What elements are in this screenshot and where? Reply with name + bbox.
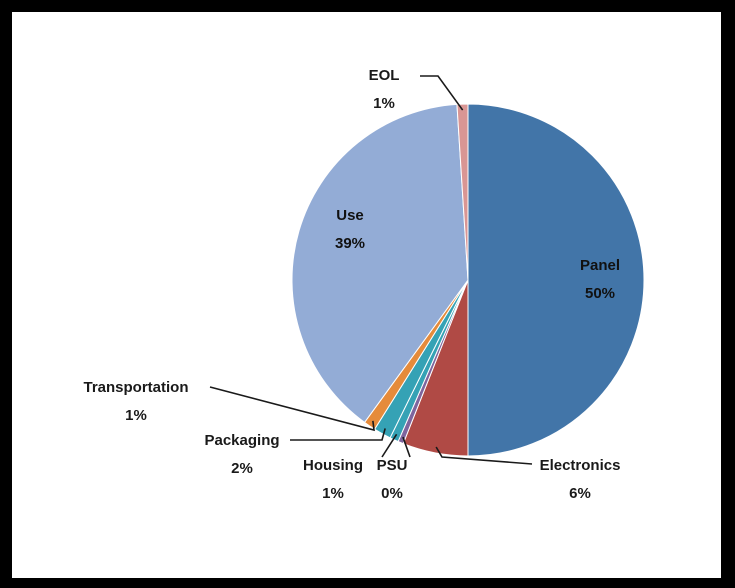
leader-line-transportation <box>209 386 375 432</box>
slice-label-packaging: Packaging <box>204 432 279 449</box>
slice-value-packaging: 2% <box>231 460 253 477</box>
slice-value-panel: 50% <box>585 285 615 302</box>
slice-value-housing: 1% <box>322 485 344 502</box>
leader-line-electronics <box>435 446 533 465</box>
slice-label-electronics: Electronics <box>540 457 621 474</box>
pie-slice-eol <box>456 103 469 281</box>
leader-lines <box>209 75 533 465</box>
slice-label-panel: Panel <box>580 257 620 274</box>
label-use: Use 39% <box>335 207 365 252</box>
slice-label-eol: EOL <box>369 67 400 84</box>
slice-value-electronics: 6% <box>569 485 591 502</box>
pie-slice-use <box>291 103 469 424</box>
slice-value-use: 39% <box>335 235 365 252</box>
pie-slice-panel <box>467 103 645 457</box>
slice-label-use: Use <box>336 207 364 224</box>
slice-value-eol: 1% <box>373 95 395 112</box>
label-eol: EOL 1% <box>369 67 400 112</box>
label-panel: Panel 50% <box>580 257 620 302</box>
slice-value-transportation: 1% <box>125 407 147 424</box>
slice-label-psu: PSU <box>377 457 408 474</box>
slice-label-transportation: Transportation <box>83 379 188 396</box>
slice-value-psu: 0% <box>381 485 403 502</box>
label-packaging: Packaging 2% <box>204 432 279 477</box>
leader-line-housing <box>381 433 398 458</box>
leader-line-eol <box>420 75 464 111</box>
slice-label-housing: Housing <box>303 457 363 474</box>
label-housing: Housing 1% <box>303 457 363 502</box>
label-psu: PSU 0% <box>377 457 408 502</box>
pie-slices <box>291 103 645 457</box>
chart-frame: Panel 50% Electronics 6% PSU 0% Housing … <box>12 12 721 578</box>
leader-line-psu <box>402 436 411 458</box>
label-transportation: Transportation 1% <box>83 379 188 424</box>
leader-line-packaging <box>290 428 386 441</box>
label-electronics: Electronics 6% <box>540 457 621 502</box>
pie-chart: Panel 50% Electronics 6% PSU 0% Housing … <box>83 67 645 502</box>
